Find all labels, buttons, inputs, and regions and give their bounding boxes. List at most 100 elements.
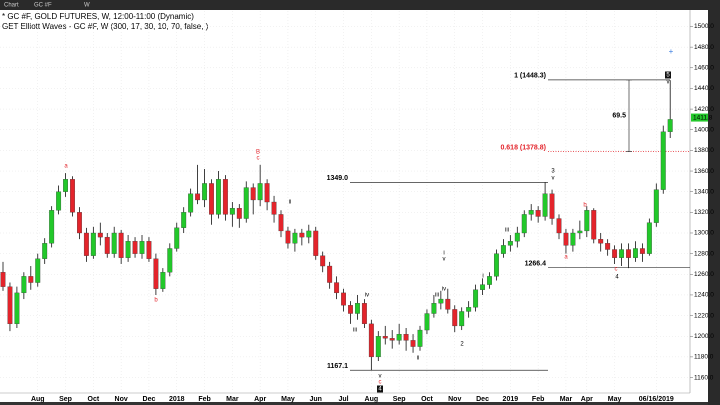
candle-body	[542, 193, 548, 217]
candle-body	[480, 284, 485, 290]
candle-body	[320, 255, 326, 267]
candle-body	[452, 309, 458, 327]
candle-body	[257, 183, 263, 201]
bottom-strip	[0, 402, 708, 405]
y-tick-label: 1180.0	[694, 354, 714, 361]
candle-body	[382, 336, 388, 339]
candle-body	[14, 292, 20, 325]
wave-label: c	[615, 267, 618, 273]
y-tick-label: 1280.0	[694, 250, 714, 257]
y-tick-label: 1460.0	[694, 65, 714, 72]
candle-body	[375, 336, 381, 358]
chart-title: * GC #F, GOLD FUTURES, W, 12:00-11:00 (D…	[2, 12, 194, 21]
candle-body	[528, 210, 534, 215]
candle-body	[0, 272, 6, 287]
measure-label: 69.5	[612, 113, 626, 120]
x-tick-label: Oct	[88, 396, 100, 403]
wave-label: v	[379, 374, 382, 380]
candle-body	[104, 236, 110, 254]
wave-label: B	[256, 150, 260, 156]
x-tick-label: 2019	[503, 396, 519, 403]
candle-body	[507, 241, 513, 246]
candle-body	[97, 232, 103, 238]
candle-body	[514, 232, 520, 242]
last-price-tag	[691, 113, 708, 122]
wave-label: 2	[460, 342, 464, 348]
candle-body	[229, 208, 235, 215]
candle-body	[278, 214, 284, 232]
y-tick-label: 1260.0	[694, 271, 714, 278]
y-tick-label: 1160.0	[694, 374, 714, 381]
candle-body	[577, 230, 583, 234]
candle-body	[466, 307, 472, 312]
candle-body	[77, 212, 82, 234]
candle-body	[626, 249, 631, 258]
candle-body	[653, 189, 659, 223]
y-tick-label: 1420.0	[694, 106, 714, 113]
wave-label: v	[443, 257, 446, 263]
wave-label: i	[482, 274, 483, 280]
y-tick-label: 1220.0	[694, 312, 714, 319]
wave-label: i	[443, 251, 444, 257]
candle-body	[153, 258, 159, 289]
candle-body	[118, 232, 124, 258]
toolbar-item[interactable]: W	[84, 3, 90, 9]
wave-label: c	[257, 156, 260, 162]
toolbar-item[interactable]: Chart	[4, 3, 19, 9]
wave-label: b	[583, 203, 587, 209]
wave-label: iv	[365, 293, 369, 299]
candle-body	[49, 210, 55, 244]
candle-body	[111, 232, 117, 254]
wave-label: ii	[289, 200, 292, 206]
level-label: 1167.1	[327, 363, 348, 370]
y-tick-label: 1320.0	[694, 209, 714, 216]
wave-label: a	[64, 164, 68, 170]
candle-body	[563, 232, 569, 246]
wave-label: ii	[417, 356, 420, 362]
candle-body	[167, 248, 173, 273]
last-price-label: 1411.8	[693, 114, 713, 121]
wave-label: 5	[666, 73, 670, 79]
wave-label: 4	[615, 275, 619, 281]
x-tick-label: Oct	[421, 396, 433, 403]
candle-body	[410, 340, 416, 347]
level-label: 1349.0	[327, 175, 349, 182]
x-tick-label: Mar	[226, 396, 239, 403]
candle-body	[417, 329, 423, 347]
candle-body	[195, 193, 201, 201]
y-tick-label: 1300.0	[694, 230, 714, 237]
candle-body	[549, 193, 555, 219]
candle-body	[28, 276, 34, 283]
candle-body	[396, 334, 402, 341]
x-tick-label: Nov	[115, 396, 128, 403]
candle-body	[250, 187, 256, 201]
toolbar-item[interactable]: GC #F	[34, 3, 52, 9]
candle-body	[132, 241, 138, 254]
candle-body	[236, 208, 242, 219]
y-tick-label: 1500.0	[694, 23, 714, 30]
toolbar	[0, 0, 720, 10]
candle-body	[354, 303, 360, 314]
candle-body	[35, 258, 41, 283]
candle-body	[646, 222, 652, 254]
x-tick-label: Jun	[310, 396, 322, 403]
wave-label: 4	[378, 387, 382, 393]
y-tick-label: 1440.0	[694, 85, 714, 92]
candle-body	[473, 289, 479, 308]
candle-body	[70, 179, 75, 213]
candle-body	[591, 210, 597, 240]
x-tick-label: Apr	[581, 396, 593, 403]
wave-label: iii	[505, 228, 509, 234]
x-tick-label: May	[608, 396, 622, 403]
y-tick-label: 1200.0	[694, 333, 714, 340]
candle-body	[21, 276, 27, 294]
x-tick-label: Sep	[393, 396, 406, 403]
wave-label: iii	[435, 293, 439, 299]
candle-body	[619, 249, 624, 258]
wave-label: v	[552, 176, 555, 182]
candle-body	[570, 232, 576, 246]
wave-box	[377, 385, 383, 393]
candle-body	[42, 243, 48, 259]
candle-body	[202, 183, 207, 201]
candle-body	[459, 311, 465, 327]
